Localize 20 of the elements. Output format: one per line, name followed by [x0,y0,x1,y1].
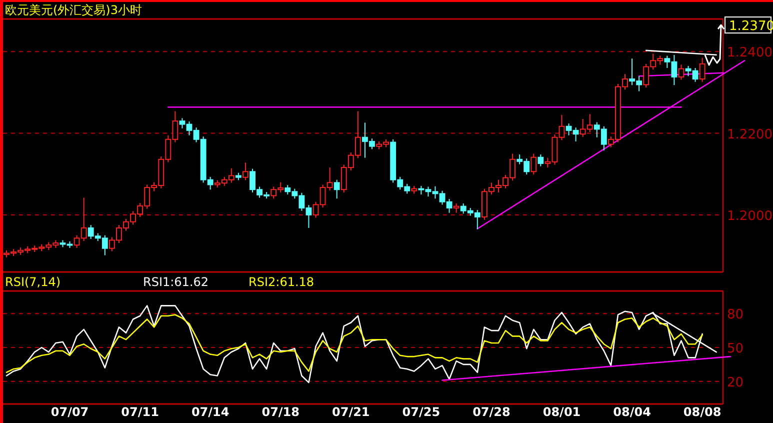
text: RSI2:61.18 [248,275,314,289]
y-tick-label: 80 [727,308,744,323]
x-tick-label: 07/28 [472,405,510,419]
x-tick-label: 07/25 [402,405,440,419]
y-tick-label: 1.2200 [727,127,772,142]
y-tick-label: 20 [727,375,744,390]
y-tick-label: 50 [727,342,744,356]
chart-title: RSI(7,14) [5,275,61,289]
x-tick-label: 07/07 [50,405,89,419]
x-tick-label: 08/04 [613,405,651,419]
x-tick-label: 08/08 [683,405,722,419]
x-tick-label: 07/21 [332,405,370,419]
x-tick-label: 07/11 [121,405,159,419]
y-tick-label: 1.2000 [727,208,772,224]
x-tick-label: 07/14 [191,405,230,419]
chart-title: 欧元美元(外汇交易)3小时 [5,3,142,17]
x-tick-label: 07/18 [262,405,300,419]
x-tick-label: 08/01 [542,405,581,419]
y-tick-label: 1.2400 [727,46,772,61]
series-label: RSI1:61.62 [143,275,209,289]
